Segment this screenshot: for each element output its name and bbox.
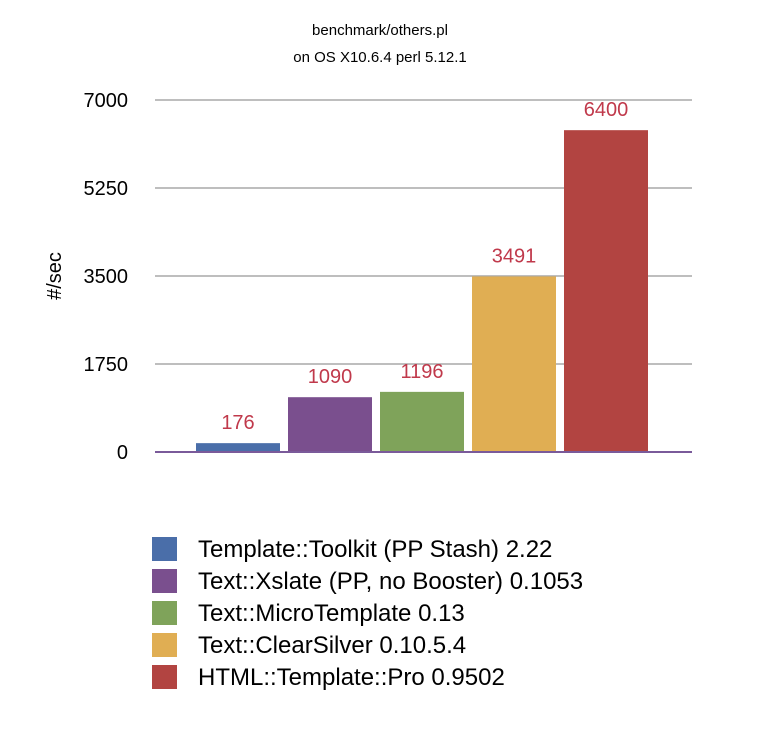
- y-tick-label: 5250: [84, 178, 129, 200]
- bar: [288, 397, 372, 452]
- legend-swatch: [152, 569, 177, 593]
- bar-value-label: 1196: [400, 361, 443, 383]
- y-axis-label: #/sec: [44, 252, 66, 300]
- legend-swatch: [152, 601, 177, 625]
- bars: [196, 130, 648, 452]
- y-tick-label: 1750: [84, 354, 129, 376]
- bar-value-label: 176: [221, 412, 254, 434]
- legend-swatch: [152, 665, 177, 689]
- y-tick-label: 0: [117, 442, 128, 464]
- chart-title: benchmark/others.pl: [312, 22, 448, 39]
- bar: [196, 443, 280, 452]
- bar: [564, 130, 648, 452]
- bar: [380, 391, 464, 452]
- legend-label: Text::Xslate (PP, no Booster) 0.1053: [198, 568, 584, 595]
- legend-swatch: [152, 633, 177, 657]
- bar-value-label: 3491: [492, 245, 537, 267]
- chart-subtitle: on OS X10.6.4 perl 5.12.1: [293, 49, 467, 66]
- legend-label: Text::MicroTemplate 0.13: [198, 600, 465, 627]
- legend-label: Template::Toolkit (PP Stash) 2.22: [198, 536, 553, 563]
- bar: [472, 276, 556, 452]
- bar-chart: 0 1750 3500 5250 7000 176 1090 1196 3491 6400 #/…: [44, 90, 692, 464]
- legend-label: HTML::Template::Pro 0.9502: [198, 664, 505, 691]
- bar-value-label: 1090: [308, 366, 353, 388]
- legend-label: Text::ClearSilver 0.10.5.4: [198, 632, 467, 659]
- legend-swatch: [152, 537, 177, 561]
- y-tick-label: 7000: [84, 90, 129, 112]
- y-tick-label: 3500: [84, 266, 129, 288]
- value-labels: 176 1090 1196 3491 6400: [221, 99, 628, 434]
- y-axis-ticks: 0 1750 3500 5250 7000: [84, 90, 129, 464]
- bar-value-label: 6400: [584, 99, 629, 121]
